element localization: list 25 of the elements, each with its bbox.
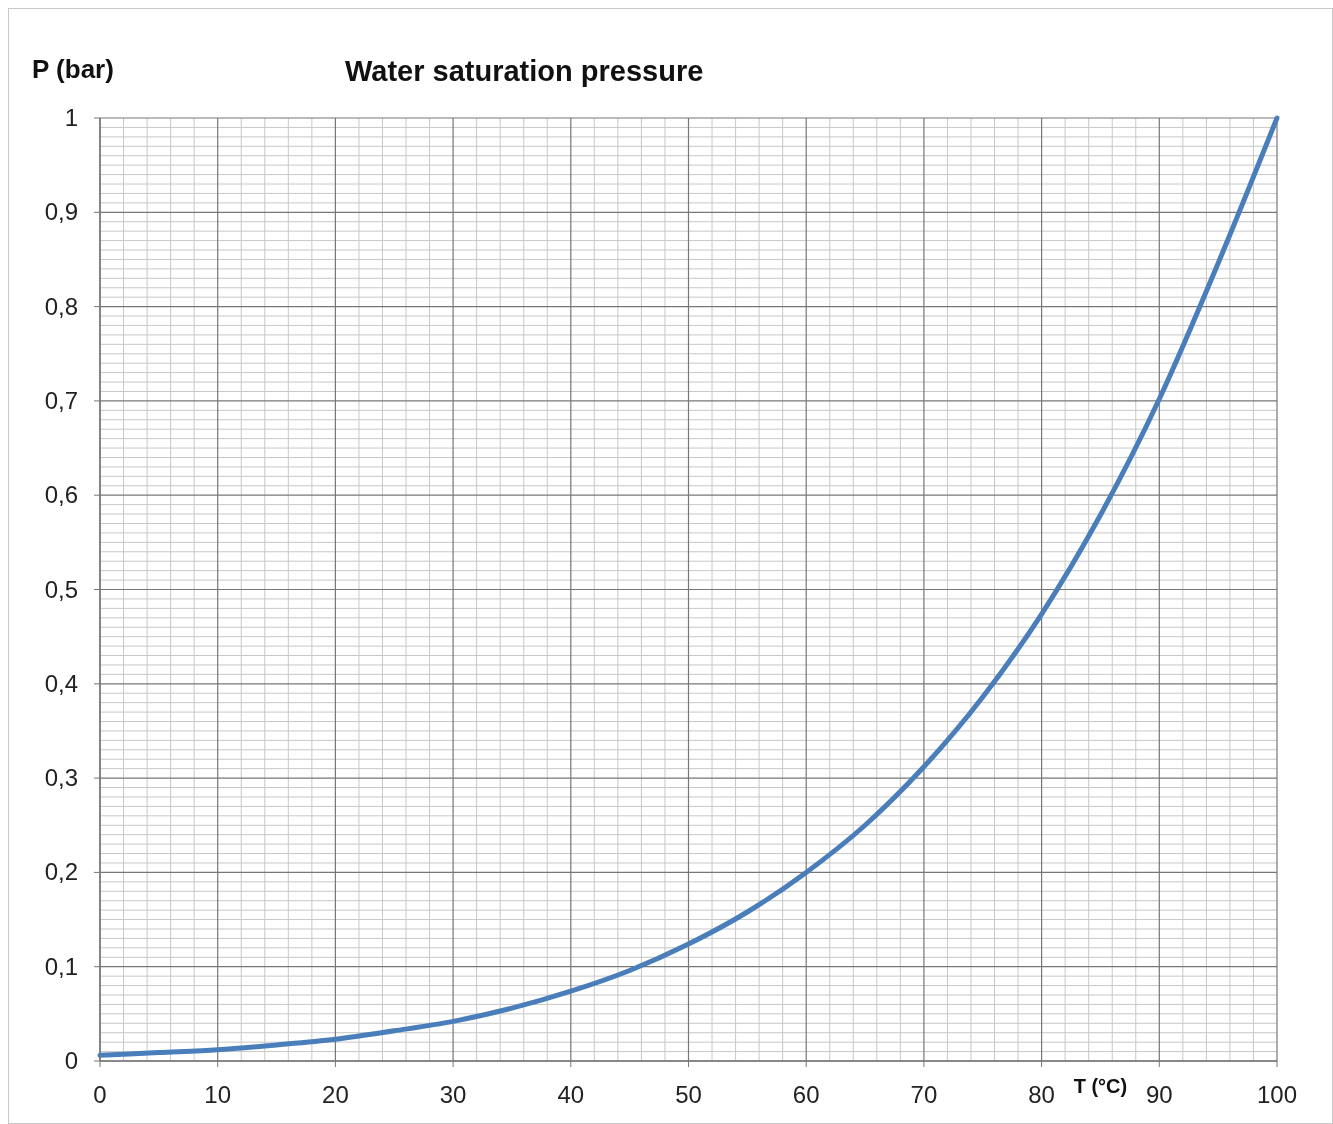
y-tick-label: 0 — [64, 1047, 78, 1074]
x-tick-label: 20 — [322, 1081, 349, 1108]
x-tick-label: 80 — [1028, 1081, 1055, 1108]
x-tick-label: 100 — [1256, 1081, 1298, 1108]
x-tick-label: 0 — [93, 1081, 107, 1108]
y-tick-label: 1 — [64, 104, 78, 131]
x-tick-label: 60 — [792, 1081, 820, 1108]
y-tick-label: 0,4 — [44, 669, 78, 697]
y-tick-label: 0,9 — [44, 198, 78, 226]
x-tick-label: 10 — [204, 1081, 232, 1108]
chart-title: Water saturation pressure — [345, 55, 704, 87]
y-tick-label: 0,8 — [44, 292, 78, 320]
x-tick-label: 90 — [1145, 1081, 1173, 1108]
y-tick-label: 0,2 — [44, 858, 78, 886]
x-tick-label: 50 — [675, 1081, 702, 1108]
x-tick-label: 70 — [910, 1081, 938, 1108]
y-tick-label: 0,5 — [44, 575, 78, 603]
y-tick-label: 0,1 — [44, 952, 78, 980]
x-tick-label: 30 — [439, 1081, 467, 1108]
x-tick-label: 40 — [557, 1081, 585, 1108]
y-tick-label: 0,6 — [44, 481, 78, 509]
y-axis-title: P (bar) — [32, 54, 114, 84]
x-axis-title: T (°C) — [1073, 1075, 1128, 1097]
y-tick-label: 0,7 — [44, 386, 78, 414]
y-tick-label: 0,3 — [44, 764, 78, 792]
